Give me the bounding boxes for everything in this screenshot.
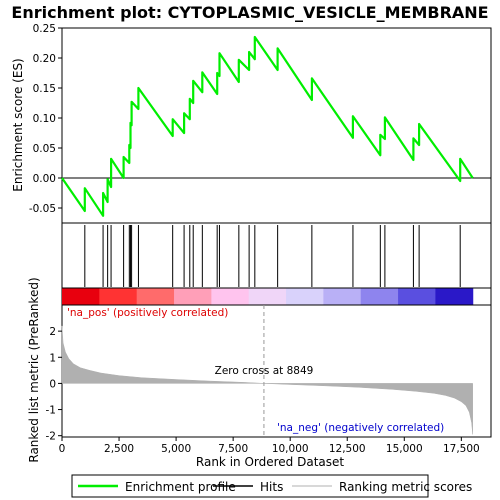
zero-cross-label: Zero cross at 8849: [215, 365, 314, 377]
rank-axis-label: Rank in Ordered Dataset: [196, 455, 344, 469]
rank-x-tick-label: 7,500: [218, 443, 248, 455]
ranked-metric-panel: -2 -1 0 1 2 0 2,500 5,000 7,500 10,000 12,500 15,00…: [46, 304, 492, 455]
rank-x-tick-label: 15,000: [386, 443, 423, 455]
es-y-tick-label: 0.05: [33, 143, 56, 155]
es-axis-label: Enrichment score (ES): [11, 58, 25, 191]
rank-gradient-segment: [248, 288, 287, 305]
rank-x-tick-label: 12,500: [329, 443, 366, 455]
rank-gradient-segment: [323, 288, 362, 305]
legend-label: Hits: [260, 480, 283, 494]
chart-title: Enrichment plot: CYTOPLASMIC_VESICLE_MEM…: [11, 3, 488, 22]
rank-x-tick-label: 2,500: [104, 443, 134, 455]
es-y-tick-label: 0.20: [33, 53, 56, 65]
metric-y-tick-label: -2: [46, 431, 56, 443]
rank-x-tick-label: 17,500: [443, 443, 480, 455]
es-y-tick-label: 0.15: [33, 83, 56, 95]
legend-label: Ranking metric scores: [339, 480, 472, 494]
rank-x-tick-label: 0: [59, 443, 66, 455]
legend: Enrichment profile Hits Ranking metric sco…: [71, 474, 472, 498]
rank-gradient-segment: [62, 288, 100, 305]
metric-y-tick-label: -1: [46, 405, 56, 417]
enrichment-score-panel: -0.05 0.00 0.05 0.10 0.15 0.20 0.25: [29, 23, 492, 224]
rank-gradient-segment: [211, 288, 250, 305]
metric-y-tick-label: 2: [49, 326, 56, 338]
metric-axis-label: Ranked list metric (PreRanked): [27, 277, 41, 462]
legend-label: Enrichment profile: [125, 480, 236, 494]
rank-gradient-segment: [435, 288, 474, 305]
es-y-tick-label: 0.10: [33, 113, 56, 125]
negative-correlation-label: 'na_neg' (negatively correlated): [277, 422, 444, 434]
es-y-tick-label: -0.05: [29, 203, 56, 215]
ranking-metric-area: [61, 325, 473, 435]
metric-plot-frame: [61, 304, 492, 438]
metric-y-tick-label: 1: [49, 352, 56, 364]
es-y-tick-label: 0.00: [33, 173, 56, 185]
rank-gradient-segment: [136, 288, 175, 305]
rank-gradient-segment: [286, 288, 324, 305]
es-y-tick-label: 0.25: [33, 23, 56, 35]
positive-correlation-label: 'na_pos' (positively correlated): [67, 307, 228, 319]
rank-gradient-segment: [174, 288, 212, 305]
hits-panel: [61, 222, 492, 306]
metric-y-tick-label: 0: [49, 378, 56, 390]
enrichment-profile-line: [61, 35, 474, 217]
rank-x-tick-label: 10,000: [272, 443, 309, 455]
rank-x-tick-label: 5,000: [161, 443, 191, 455]
rank-gradient-segment: [398, 288, 436, 305]
rank-gradient-segment: [99, 288, 138, 305]
rank-gradient-segment: [360, 288, 399, 305]
